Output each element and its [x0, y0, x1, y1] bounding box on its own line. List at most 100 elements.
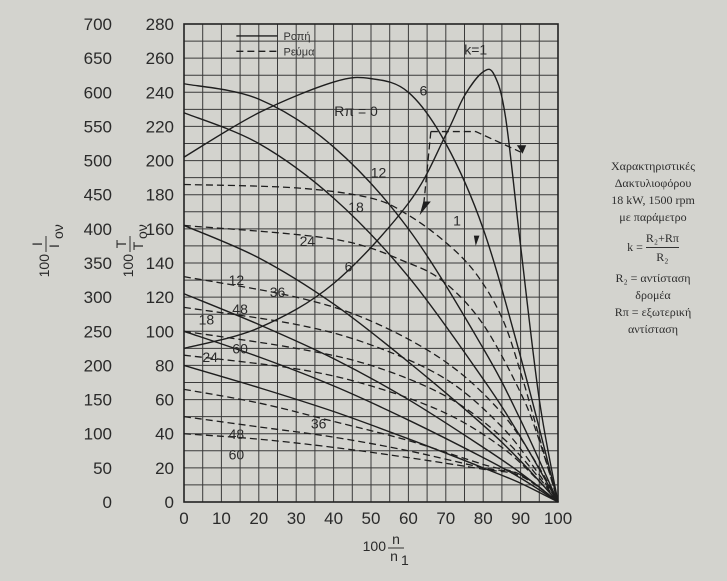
curve-label: 60	[229, 446, 245, 462]
notes-line-4: με παράμετρο	[619, 210, 687, 224]
current-curve	[183, 183, 559, 503]
y-current-tick-label: 250	[84, 322, 112, 341]
chart-grid	[183, 23, 559, 503]
chart-labels: 0 10 20 30 40 50 60 70 80 90 100020406080100120140…	[29, 15, 572, 568]
k-formula: k = R₂+Rπ R₂	[583, 230, 723, 266]
x-tick-label: 90	[511, 509, 530, 528]
y-current-tick-label: 0	[103, 493, 112, 512]
current-curve	[183, 276, 559, 503]
notes-line-1: Χαρακτηριστικές	[611, 159, 695, 173]
curve-label: 1	[453, 212, 461, 228]
y-current-tick-label: 350	[84, 254, 112, 273]
y-torque-tick-label: 80	[155, 356, 174, 375]
curve-label: 24	[300, 233, 316, 249]
y-torque-tick-label: 0	[165, 493, 174, 512]
current-curve	[183, 354, 559, 503]
axis-label-prefix: 100	[36, 254, 52, 278]
curve-label: 36	[270, 284, 286, 300]
y-torque-tick-label: 100	[146, 322, 174, 341]
r2-line-b: δρομέα	[635, 288, 671, 302]
x-tick-label: 80	[474, 509, 493, 528]
y-torque-tick-label: 220	[146, 117, 174, 136]
x-tick-label: 50	[362, 509, 381, 528]
y-current-tick-label: 450	[84, 186, 112, 205]
current-curve	[183, 433, 559, 503]
notes-line-3: 18 kW, 1500 rpm	[611, 193, 695, 207]
axis-label-denominator: I	[46, 244, 62, 248]
x-tick-label: 20	[249, 509, 268, 528]
x-tick-label: 60	[399, 509, 418, 528]
y-torque-axis-label: 100 T Tον	[113, 224, 150, 277]
arrow-marker	[419, 201, 431, 216]
chart-legend: Ροπή Ρεύμα	[236, 31, 315, 58]
y-torque-tick-label: 200	[146, 152, 174, 171]
curve-label: 24	[202, 349, 218, 365]
curve-label: 12	[229, 272, 245, 288]
curve-label: 6	[345, 259, 353, 275]
chart-curves	[183, 68, 559, 503]
torque-curve	[183, 364, 559, 503]
r2-line-a: R₂ = αντίσταση	[615, 271, 691, 285]
y-current-tick-label: 700	[84, 15, 112, 34]
plot-frame	[183, 23, 559, 503]
y-current-tick-label: 300	[84, 288, 112, 307]
k-numerator: R₂+Rπ	[645, 231, 679, 245]
rpi-zero-drop	[422, 131, 432, 209]
y-torque-tick-label: 240	[146, 83, 174, 102]
torque-curve	[183, 112, 559, 503]
torque-curve	[183, 68, 559, 503]
rp-line-b: αντίσταση	[627, 322, 679, 336]
axis-label-denominator: T	[130, 241, 146, 250]
axis-label-denominator: n	[390, 548, 398, 564]
x-tick-label: 30	[287, 509, 306, 528]
curve-label: 18	[199, 311, 215, 327]
y-current-tick-label: 500	[84, 152, 112, 171]
y-torque-tick-label: 140	[146, 254, 174, 273]
axis-label-prefix: 100	[120, 254, 136, 278]
curve-label: Rπ = 0	[334, 103, 378, 119]
y-current-tick-label: 50	[93, 459, 112, 478]
curve-label: 48	[232, 301, 248, 317]
x-tick-label: 0	[179, 509, 188, 528]
rpi-zero-bracket	[430, 130, 521, 153]
y-current-tick-label: 150	[84, 391, 112, 410]
arrow-marker	[516, 145, 527, 154]
curve-label: 6	[419, 83, 427, 99]
curve-label: 18	[348, 199, 364, 215]
y-torque-tick-label: 260	[146, 49, 174, 68]
y-torque-tick-label: 280	[146, 15, 174, 34]
parameter-notes: Χαρακτηριστικές Δακτυλιοφόρου 18 kW, 150…	[583, 158, 723, 338]
y-current-tick-label: 650	[84, 49, 112, 68]
legend-torque-label: Ροπή	[284, 31, 311, 43]
legend-current-label: Ρεύμα	[284, 46, 316, 58]
y-current-tick-label: 100	[84, 425, 112, 444]
curve-label: 36	[311, 416, 327, 432]
k-fraction: R₂+Rπ R₂	[645, 230, 679, 266]
axis-label-numerator: T	[113, 239, 129, 248]
x-tick-label: 10	[212, 509, 231, 528]
k-denominator: R₂	[645, 247, 679, 266]
y-current-tick-label: 200	[84, 356, 112, 375]
torque-curve	[183, 76, 559, 503]
axis-label-subscript: ον	[134, 224, 150, 239]
curve-label: 48	[229, 426, 245, 442]
current-curve	[183, 306, 559, 503]
y-torque-tick-label: 40	[155, 425, 174, 444]
k-prefix: k =	[627, 239, 643, 254]
curve-label: k=1	[464, 42, 487, 58]
x-axis-label: 100 nn 1	[363, 531, 409, 568]
current-curve	[183, 415, 559, 503]
y-torque-tick-label: 180	[146, 186, 174, 205]
axis-label-subscript: 1	[401, 552, 409, 568]
curve-label: 12	[371, 165, 387, 181]
torque-curve	[183, 83, 559, 503]
curve-label: 60	[232, 340, 248, 356]
arrow-marker	[473, 235, 480, 246]
torque-curve	[183, 330, 559, 503]
y-torque-tick-label: 120	[146, 288, 174, 307]
axis-label-numerator: I	[29, 242, 45, 246]
x-tick-label: 40	[324, 509, 343, 528]
